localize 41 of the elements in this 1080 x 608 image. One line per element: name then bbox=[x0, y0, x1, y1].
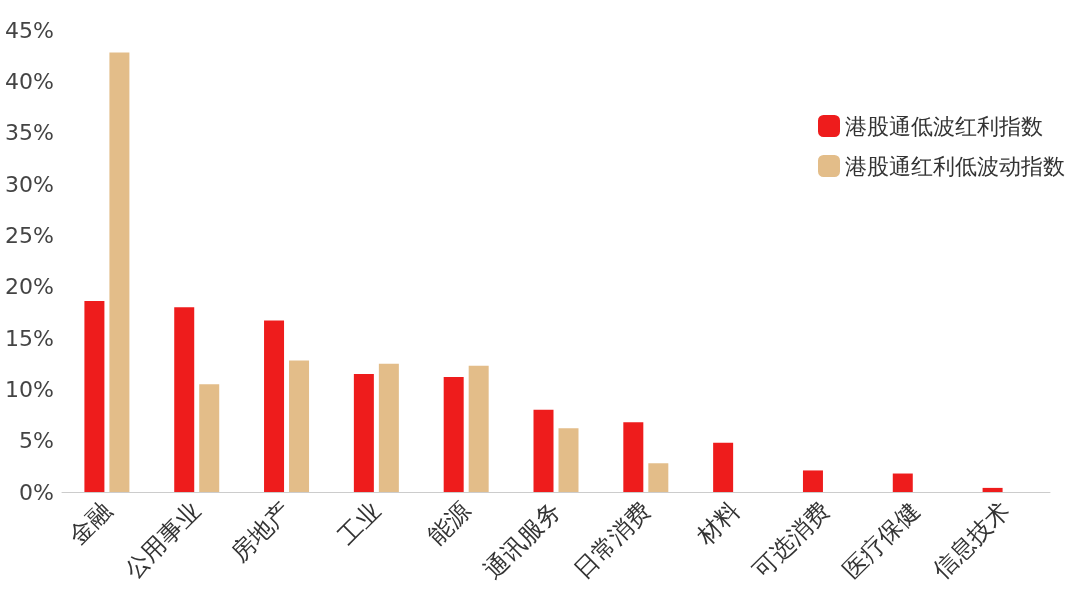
x-tick-label: 材料 bbox=[691, 496, 746, 551]
y-tick-label: 35% bbox=[5, 120, 54, 146]
bar bbox=[982, 487, 1003, 492]
y-tick-label: 45% bbox=[5, 17, 54, 43]
bar bbox=[378, 363, 399, 492]
x-tick-label: 可选消费 bbox=[747, 496, 836, 584]
bar bbox=[109, 52, 130, 492]
legend-label: 港股通低波红利指数 bbox=[845, 113, 1043, 139]
y-tick-label: 0% bbox=[19, 479, 54, 505]
bar bbox=[353, 373, 374, 492]
y-tick-label: 10% bbox=[5, 376, 54, 402]
y-tick-label: 25% bbox=[5, 222, 54, 248]
x-tick-label: 房地产 bbox=[225, 496, 297, 567]
bar bbox=[802, 470, 823, 492]
legend-label: 港股通红利低波动指数 bbox=[845, 153, 1065, 179]
bar bbox=[892, 473, 913, 492]
bar bbox=[443, 377, 464, 492]
y-tick-label: 20% bbox=[5, 274, 54, 300]
x-tick-label: 日常消费 bbox=[568, 496, 656, 584]
bar bbox=[264, 320, 285, 492]
bar bbox=[648, 463, 669, 492]
bar bbox=[533, 409, 554, 492]
bar bbox=[174, 307, 195, 492]
y-tick-label: 30% bbox=[5, 171, 54, 197]
bar bbox=[199, 384, 220, 492]
bar bbox=[713, 442, 734, 492]
bar bbox=[468, 365, 489, 492]
bar bbox=[84, 301, 105, 492]
x-tick-label: 医疗保健 bbox=[837, 496, 926, 584]
bar bbox=[558, 428, 579, 492]
y-tick-label: 15% bbox=[5, 325, 54, 351]
x-tick-label: 金融 bbox=[63, 496, 117, 550]
x-tick-label: 信息技术 bbox=[927, 496, 1015, 584]
bar bbox=[623, 422, 644, 492]
x-tick-label: 能源 bbox=[422, 496, 477, 550]
y-tick-label: 5% bbox=[19, 428, 54, 454]
x-tick-label: 工业 bbox=[332, 496, 387, 550]
x-tick-label: 公用事业 bbox=[118, 496, 207, 584]
x-tick-label: 通讯服务 bbox=[478, 496, 566, 584]
y-tick-label: 40% bbox=[5, 68, 54, 94]
bar bbox=[289, 360, 310, 492]
